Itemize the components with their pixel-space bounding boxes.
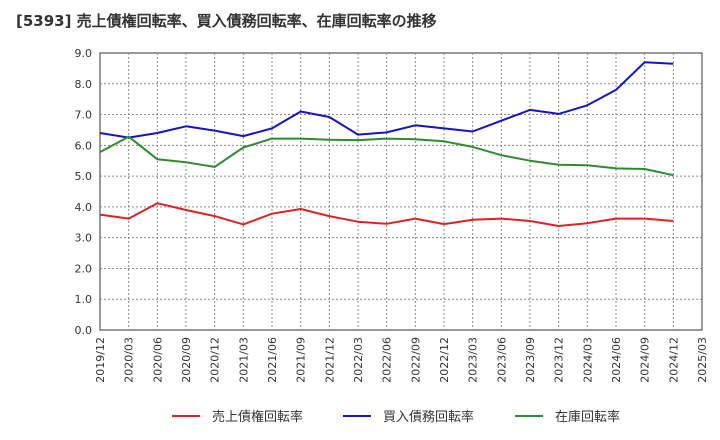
x-tick-label: 2022/12 — [438, 337, 451, 383]
y-tick-label: 8.0 — [75, 78, 93, 91]
series-line-2 — [99, 61, 674, 139]
x-tick-label: 2021/09 — [295, 337, 308, 383]
grid-layer — [99, 52, 703, 331]
x-tick-label: 2024/06 — [610, 337, 623, 383]
x-tick-label: 2025/03 — [696, 337, 709, 383]
series-line-3 — [99, 135, 674, 177]
y-tick-label: 5.0 — [75, 170, 93, 183]
x-tick-label: 2021/03 — [237, 337, 250, 383]
x-tick-label: 2021/12 — [323, 337, 336, 383]
x-tick-label: 2020/12 — [209, 337, 222, 383]
x-tick-label: 2022/03 — [352, 337, 365, 383]
y-tick-label: 7.0 — [75, 109, 93, 122]
legend-label-2: 買入債務回転率 — [383, 409, 474, 425]
x-tick-label: 2021/06 — [266, 337, 279, 383]
y-tick-label: 0.0 — [75, 324, 93, 337]
legend-label-3: 在庫回転率 — [555, 409, 620, 425]
y-tick-label: 6.0 — [75, 139, 93, 152]
x-tick-label: 2024/12 — [667, 337, 680, 383]
x-tick-label: 2023/12 — [553, 337, 566, 383]
y-tick-label: 1.0 — [75, 293, 93, 306]
x-tick-label: 2019/12 — [94, 337, 107, 383]
x-tick-label: 2020/06 — [151, 337, 164, 383]
x-tick-label: 2023/03 — [467, 337, 480, 383]
x-tick-label: 2024/03 — [581, 337, 594, 383]
y-tick-label: 2.0 — [75, 262, 93, 275]
plot-area — [99, 52, 703, 331]
x-tick-label: 2022/09 — [409, 337, 422, 383]
legend-label-1: 売上債権回転率 — [212, 409, 303, 425]
y-tick-label: 3.0 — [75, 232, 93, 245]
axis-layer: 0.0 1.0 2.0 3.0 4.0 5.0 6.0 7.0 8.0 9.0 2019/12 202… — [75, 47, 710, 383]
x-tick-label: 2022/06 — [381, 337, 394, 383]
x-tick-label: 2020/03 — [123, 337, 136, 383]
series-line-1 — [99, 202, 674, 227]
x-tick-label: 2024/09 — [639, 337, 652, 383]
y-tick-label: 4.0 — [75, 201, 93, 214]
x-tick-label: 2020/09 — [180, 337, 193, 383]
x-tick-label: 2023/09 — [524, 337, 537, 383]
x-tick-label: 2023/06 — [495, 337, 508, 383]
y-tick-label: 9.0 — [75, 47, 93, 60]
chart-title: [5393] 売上債権回転率、買入債務回転率、在庫回転率の推移 — [16, 12, 437, 30]
series-layer — [99, 61, 674, 227]
legend-layer: 売上債権回転率 買入債務回転率 在庫回転率 — [172, 409, 620, 425]
